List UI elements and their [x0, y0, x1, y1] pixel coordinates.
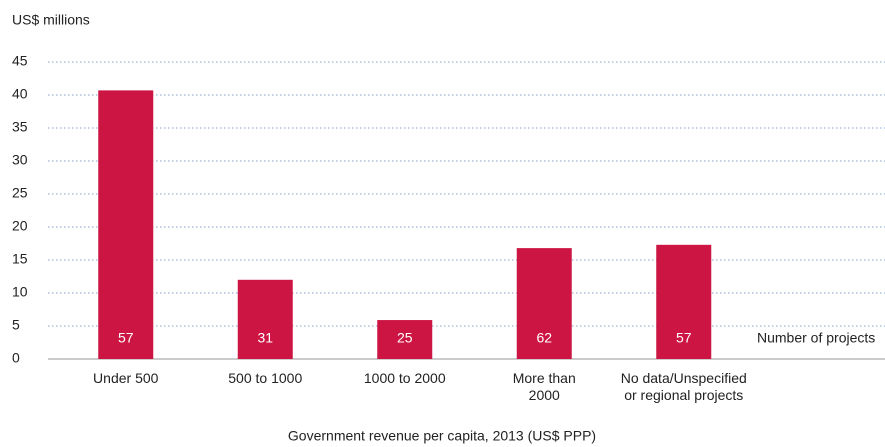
x-tick-label: 500 to 1000: [228, 370, 303, 386]
y-tick-label: 20: [12, 218, 28, 234]
bar-count-label: 25: [397, 330, 413, 346]
y-tick-label: 45: [12, 53, 28, 69]
x-tick-label: No data/Unspecified or regional projects: [620, 370, 747, 403]
bar: [377, 320, 433, 359]
y-tick-label: 25: [12, 185, 28, 201]
y-tick-label: 30: [12, 152, 28, 168]
bar: [237, 279, 293, 359]
count-series-label: Number of projects: [757, 330, 875, 346]
x-tick-label: Under 500: [93, 370, 159, 386]
bar: [516, 248, 572, 359]
bar-count-label: 31: [257, 330, 273, 346]
y-tick-label: 35: [12, 119, 28, 135]
y-tick-label: 15: [12, 251, 28, 267]
y-axis-label: US$ millions: [12, 12, 90, 28]
y-tick-label: 10: [12, 284, 28, 300]
bar-count-label: 62: [536, 330, 552, 346]
x-tick-label: More than 2000: [512, 370, 576, 403]
x-tick-label: 1000 to 2000: [363, 370, 446, 386]
bar: [98, 90, 154, 359]
bar: [656, 244, 712, 359]
y-tick-label: 0: [12, 350, 20, 366]
y-tick-label: 5: [12, 317, 20, 333]
bar-count-label: 57: [676, 330, 692, 346]
x-axis-label: Government revenue per capita, 2013 (US$…: [288, 428, 596, 444]
bar-count-label: 57: [118, 330, 134, 346]
y-tick-label: 40: [12, 86, 28, 102]
